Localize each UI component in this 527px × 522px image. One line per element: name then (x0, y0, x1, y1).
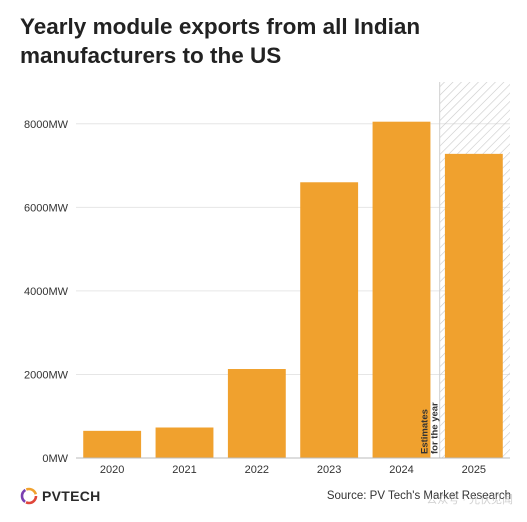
x-tick-label: 2025 (462, 464, 486, 476)
chart-title: Yearly module exports from all Indian ma… (20, 14, 421, 68)
watermark: 公众号 · 光伏见闻 (426, 494, 513, 506)
bar-2025 (444, 153, 503, 458)
x-tick-label: 2023 (317, 464, 341, 476)
x-tick-label: 2020 (100, 464, 124, 476)
estimate-label-line: for the year (430, 402, 441, 454)
y-tick-label: 6000MW (24, 202, 69, 214)
bar-2020 (83, 430, 142, 458)
y-tick-label: 8000MW (24, 119, 69, 131)
bar-2021 (155, 427, 214, 458)
x-tick-label: 2022 (245, 464, 269, 476)
bar-2022 (227, 369, 286, 458)
y-tick-label: 2000MW (24, 369, 69, 381)
y-tick-label: 4000MW (24, 286, 69, 298)
bar-2024 (372, 121, 431, 458)
estimate-label-line: Estimates (420, 409, 431, 454)
y-tick-label: 0MW (42, 453, 68, 465)
source-note: Source: PV Tech's Market Research (326, 490, 511, 502)
pvtech-logo-icon (20, 487, 38, 505)
x-tick-label: 2021 (172, 464, 196, 476)
bar-2023 (300, 182, 359, 458)
estimate-label: Estimates for the year (420, 402, 441, 454)
pvtech-logo-text: PVTECH (42, 488, 101, 504)
x-tick-label: 2024 (389, 464, 413, 476)
pvtech-logo: PVTECH (20, 486, 101, 506)
